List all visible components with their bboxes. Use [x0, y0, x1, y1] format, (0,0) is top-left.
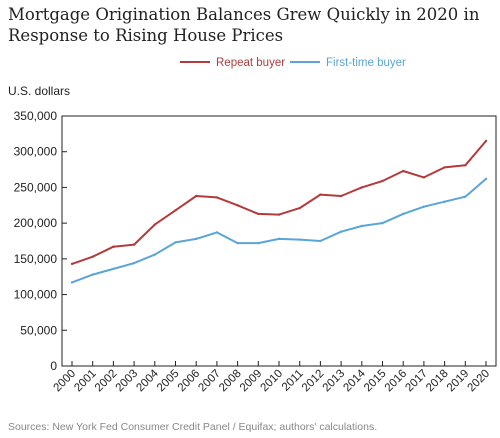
data-point: [257, 212, 260, 216]
data-point: [422, 205, 426, 208]
x-tick-label: 2014: [341, 367, 368, 394]
data-point: [339, 194, 343, 198]
x-tick-label: 2018: [424, 368, 451, 395]
x-tick-label: 2015: [362, 368, 389, 395]
data-point: [195, 237, 198, 241]
data-point: [402, 212, 405, 216]
legend: Repeat buyer First-time buyer: [180, 57, 406, 69]
y-ticks: 0 50,000 100,000 150,000 200,000 250,000 300,0…: [14, 109, 67, 373]
data-point: [298, 206, 301, 210]
data-point: [215, 231, 219, 234]
series-lines: [70, 139, 488, 284]
x-tick-label: 2005: [155, 368, 182, 395]
data-point: [484, 139, 488, 143]
y-tick-label: 250,000: [14, 180, 58, 194]
legend-label-first-time-buyer: First-time buyer: [326, 57, 406, 69]
data-point: [153, 253, 156, 256]
data-point: [257, 241, 260, 245]
data-point: [91, 273, 94, 276]
data-point: [319, 239, 322, 243]
x-tick-label: 2017: [403, 368, 430, 395]
data-point: [360, 224, 363, 228]
y-tick-label: 150,000: [14, 252, 58, 266]
chart-title: Mortgage Origination Balances Grew Quick…: [8, 5, 480, 45]
x-tick-label: 2019: [445, 368, 472, 395]
data-point: [236, 204, 239, 207]
data-point: [443, 200, 446, 203]
data-point: [360, 186, 363, 189]
x-tick-label: 2011: [280, 368, 306, 394]
data-point: [443, 166, 446, 169]
y-tick-label: 300,000: [14, 145, 58, 159]
data-point: [70, 262, 74, 266]
x-tick-label: 2013: [321, 368, 348, 395]
x-tick-label: 2010: [259, 368, 286, 395]
y-tick-label: 350,000: [14, 109, 58, 123]
data-point: [91, 255, 94, 258]
x-tick-label: 2001: [72, 368, 99, 395]
plot-frame: [61, 115, 497, 367]
data-point: [277, 237, 281, 241]
y-tick-label: 0: [50, 359, 57, 373]
x-tick-label: 2020: [466, 368, 493, 395]
data-point: [464, 164, 467, 167]
data-point: [381, 179, 384, 183]
y-tick-label: 50,000: [20, 323, 57, 337]
data-point: [277, 213, 281, 216]
legend-label-repeat-buyer: Repeat buyer: [216, 57, 285, 69]
data-point: [422, 176, 426, 179]
y-axis-label: U.S. dollars: [8, 84, 71, 98]
data-point: [339, 230, 343, 233]
data-point: [195, 194, 198, 198]
x-tick-label: 2004: [134, 367, 161, 394]
x-tick-label: 2016: [383, 368, 410, 395]
x-tick-label: 2003: [114, 368, 141, 395]
data-point: [153, 223, 156, 226]
data-point: [484, 177, 488, 181]
x-tick-label: 2007: [196, 368, 223, 395]
data-point: [298, 238, 301, 241]
data-point: [70, 281, 74, 284]
series-line-first-time-buyer: [71, 178, 487, 284]
x-tick-label: 2008: [217, 368, 244, 395]
data-point: [215, 196, 219, 199]
y-tick-label: 100,000: [14, 288, 58, 302]
data-point: [174, 209, 177, 212]
x-tick-label: 2012: [300, 368, 327, 395]
data-point: [236, 241, 239, 245]
x-tick-label: 2009: [238, 368, 265, 395]
y-tick-label: 200,000: [14, 216, 58, 230]
data-point: [381, 221, 384, 225]
data-point: [402, 169, 405, 173]
source-note: Sources: New York Fed Consumer Credit Pa…: [8, 421, 378, 433]
x-tick-label: 2006: [176, 368, 203, 395]
data-point: [132, 261, 136, 265]
data-point: [112, 267, 115, 271]
data-point: [319, 193, 322, 196]
data-point: [464, 195, 467, 198]
data-point: [112, 245, 115, 248]
data-point: [174, 241, 177, 244]
data-point: [132, 243, 136, 246]
x-tick-label: 2002: [93, 368, 120, 395]
